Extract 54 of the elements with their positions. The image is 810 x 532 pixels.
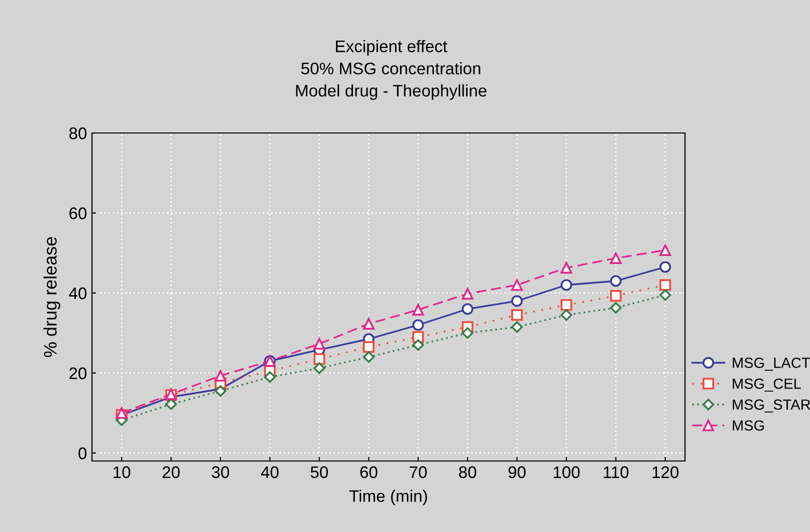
x-tick-label: 120 bbox=[652, 466, 678, 478]
point bbox=[314, 362, 326, 374]
point bbox=[462, 288, 474, 300]
point bbox=[314, 353, 326, 365]
x-tick-label: 80 bbox=[459, 466, 476, 478]
x-tick-label: 90 bbox=[508, 466, 526, 478]
y-tick-label: 60 bbox=[69, 207, 86, 220]
point bbox=[412, 339, 424, 351]
y-tick-label: 40 bbox=[68, 287, 86, 300]
x-tick-label: 50 bbox=[310, 466, 328, 478]
y-axis-title: % drug release bbox=[43, 237, 60, 358]
point bbox=[659, 279, 671, 291]
point bbox=[659, 261, 671, 273]
point bbox=[560, 262, 572, 274]
legend-label: MSG bbox=[732, 420, 764, 431]
point bbox=[214, 370, 226, 382]
point bbox=[314, 338, 326, 350]
x-tick-label: 30 bbox=[212, 466, 230, 478]
point bbox=[659, 289, 672, 301]
x-tick-label: 70 bbox=[410, 466, 427, 478]
x-tick-label: 20 bbox=[162, 466, 180, 478]
point bbox=[560, 279, 572, 291]
point bbox=[462, 327, 474, 339]
point bbox=[412, 319, 424, 331]
point bbox=[511, 295, 523, 307]
point bbox=[610, 275, 622, 287]
point bbox=[412, 304, 424, 316]
point bbox=[511, 321, 523, 333]
legend-label: MSG_CEL bbox=[732, 378, 801, 392]
legend-label: MSG_LACT bbox=[732, 358, 810, 371]
point bbox=[560, 299, 572, 311]
point bbox=[462, 303, 474, 315]
point bbox=[659, 244, 671, 256]
point bbox=[362, 318, 374, 330]
x-tick-label: 110 bbox=[604, 466, 628, 478]
point bbox=[610, 252, 622, 264]
x-tick-label: 40 bbox=[261, 466, 279, 478]
x-tick-label: 60 bbox=[360, 466, 378, 478]
point bbox=[610, 290, 622, 302]
x-tick-label: 100 bbox=[554, 466, 580, 478]
point bbox=[560, 309, 572, 321]
point bbox=[362, 341, 374, 353]
chart-title: Excipient effect 50% MSG concentration Model drug - Theophylline bbox=[296, 40, 486, 100]
y-tick-label: 20 bbox=[69, 367, 86, 380]
x-axis-title: Time (min) bbox=[349, 490, 427, 506]
point bbox=[264, 371, 276, 383]
legend-label: MSG_STAR bbox=[732, 399, 810, 413]
x-tick-label: 10 bbox=[114, 466, 130, 478]
point bbox=[362, 351, 375, 363]
point bbox=[511, 309, 523, 321]
point bbox=[511, 279, 523, 291]
point bbox=[610, 302, 622, 314]
y-tick-label: 80 bbox=[69, 127, 86, 140]
y-tick-label: 0 bbox=[78, 447, 86, 460]
